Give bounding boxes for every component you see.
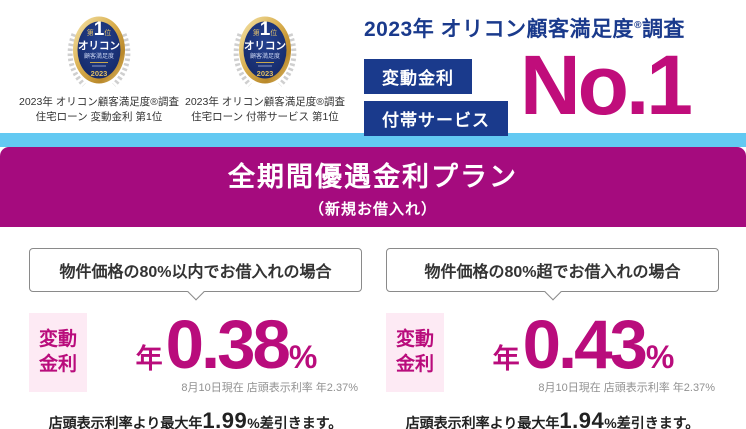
plan-title: 全期間優遇金利プラン [228, 162, 518, 192]
rate-type-line1: 変動 [396, 329, 435, 350]
plan-banner: 全期間優遇金利プラン （新規お借入れ） [0, 147, 746, 227]
rate-type-line2: 金利 [39, 353, 78, 375]
medal-rank-suffix: 位 [104, 28, 111, 37]
awards-section: 第1位 オリコン 顧客満足度 2023 2023年 オリコン顧客満足度®調査 住… [0, 0, 746, 136]
rate-type-line2: 金利 [396, 353, 435, 375]
medal-rank: 1 [94, 19, 105, 40]
medal-brand: オリコン [78, 40, 120, 52]
discount-suffix: %差引きます。 [604, 415, 700, 429]
medal-rank-prefix: 第 [87, 28, 94, 37]
award-headline-text: 2023年 オリコン顧客満足度 [364, 18, 635, 41]
award-medal-icon: 第1位 オリコン 顧客満足度 2023 [233, 16, 297, 87]
award-no1-row: 変動金利 付帯サービス No.1 [364, 43, 740, 136]
award-headline-suffix: 調査 [641, 18, 685, 41]
tag-variable-rate: 変動金利 [364, 59, 472, 94]
award-caption-line2: 住宅ローン 付帯サービス 第1位 [191, 111, 339, 124]
award-caption-line2: 住宅ローン 変動金利 第1位 [35, 111, 163, 124]
medal-brand: オリコン [244, 40, 286, 52]
rate-main: 年 0.43 % 8月10日現在 店頭表示利率 年2.37% [448, 306, 719, 395]
medal-category: 顧客満足度 [84, 52, 114, 60]
percent-sign: % [288, 339, 318, 375]
plan-subtitle: （新規お借入れ） [308, 201, 437, 218]
no1-text: No.1 [520, 38, 693, 132]
condition-text: 物件価格の80%以内でお借入れの場合 [59, 264, 332, 281]
rate-row: 変動 金利 年 0.43 % 8月10日現在 店頭表示利率 年2.37% [386, 306, 719, 395]
rate-value-line: 年 0.38 % [91, 306, 362, 383]
medal-year: 2023 [91, 69, 108, 78]
medal-year: 2023 [257, 69, 274, 78]
svg-text:第1位: 第1位 [87, 19, 112, 40]
medal-category: 顧客満足度 [250, 52, 280, 60]
award-category-tags: 変動金利 付帯サービス [364, 59, 508, 136]
discount-prefix: 店頭表示利率より最大年 [405, 415, 560, 429]
divider-strip [0, 133, 746, 147]
award-headline: 2023年 オリコン顧客満足度®調査 [364, 13, 740, 43]
condition-bubble: 物件価格の80%以内でお借入れの場合 [29, 248, 362, 292]
discount-prefix: 店頭表示利率より最大年 [48, 415, 203, 429]
rate-type-label: 変動 金利 [29, 313, 88, 393]
rate-row: 変動 金利 年 0.38 % 8月10日現在 店頭表示利率 年2.37% [29, 306, 362, 395]
award-caption-line1: 2023年 オリコン顧客満足度®調査 [18, 96, 179, 108]
award-badge-services: 第1位 オリコン 顧客満足度 2023 2023年 オリコン顧客満足度®調査 住… [182, 8, 348, 133]
discount-line: 店頭表示利率より最大年1.94%差引きます。 [386, 408, 719, 429]
tag-services: 付帯サービス [364, 101, 508, 136]
rate-main: 年 0.38 % 8月10日現在 店頭表示利率 年2.37% [91, 306, 362, 395]
discount-line: 店頭表示利率より最大年1.99%差引きます。 [29, 408, 362, 429]
medal-rank-prefix: 第 [253, 28, 260, 37]
rate-note: 8月10日現在 店頭表示利率 年2.37% [538, 382, 715, 395]
rate-type-label: 変動 金利 [386, 313, 445, 393]
award-headline-block: 2023年 オリコン顧客満足度®調査 変動金利 付帯サービス No.1 [364, 8, 740, 136]
rate-value-line: 年 0.43 % [448, 306, 719, 383]
award-badge-variable-rate: 第1位 オリコン 顧客満足度 2023 2023年 オリコン顧客満足度®調査 住… [16, 8, 182, 133]
award-caption: 2023年 オリコン顧客満足度®調査 住宅ローン 変動金利 第1位 [19, 95, 179, 125]
rate-type-line1: 変動 [39, 329, 78, 350]
rate-value: 0.38 [165, 306, 291, 383]
rate-value: 0.43 [522, 306, 648, 383]
condition-bubble: 物件価格の80%超でお借入れの場合 [386, 248, 719, 292]
discount-value: 1.99 [202, 408, 248, 429]
award-caption-line1: 2023年 オリコン顧客満足度®調査 [184, 96, 345, 108]
registered-mark: ® [634, 20, 642, 31]
percent-sign: % [645, 339, 675, 375]
svg-text:第1位: 第1位 [253, 19, 278, 40]
medal-rank-suffix: 位 [270, 28, 277, 37]
plan-column-over-80: 物件価格の80%超でお借入れの場合 変動 金利 年 0.43 % 8月10日現在… [386, 248, 719, 429]
rate-unit: 年 [492, 344, 520, 374]
award-medal-icon: 第1位 オリコン 顧客満足度 2023 [67, 16, 131, 87]
discount-suffix: %差引きます。 [247, 415, 343, 429]
discount-value: 1.94 [559, 408, 605, 429]
rates-section: 物件価格の80%以内でお借入れの場合 変動 金利 年 0.38 % 8月10日現… [0, 227, 746, 429]
award-caption: 2023年 オリコン顧客満足度®調査 住宅ローン 付帯サービス 第1位 [185, 95, 345, 125]
rate-unit: 年 [135, 344, 163, 374]
condition-text: 物件価格の80%超でお借入れの場合 [424, 264, 681, 281]
plan-column-80-or-less: 物件価格の80%以内でお借入れの場合 変動 金利 年 0.38 % 8月10日現… [29, 248, 362, 429]
rate-note: 8月10日現在 店頭表示利率 年2.37% [181, 382, 358, 395]
medal-rank: 1 [260, 19, 271, 40]
